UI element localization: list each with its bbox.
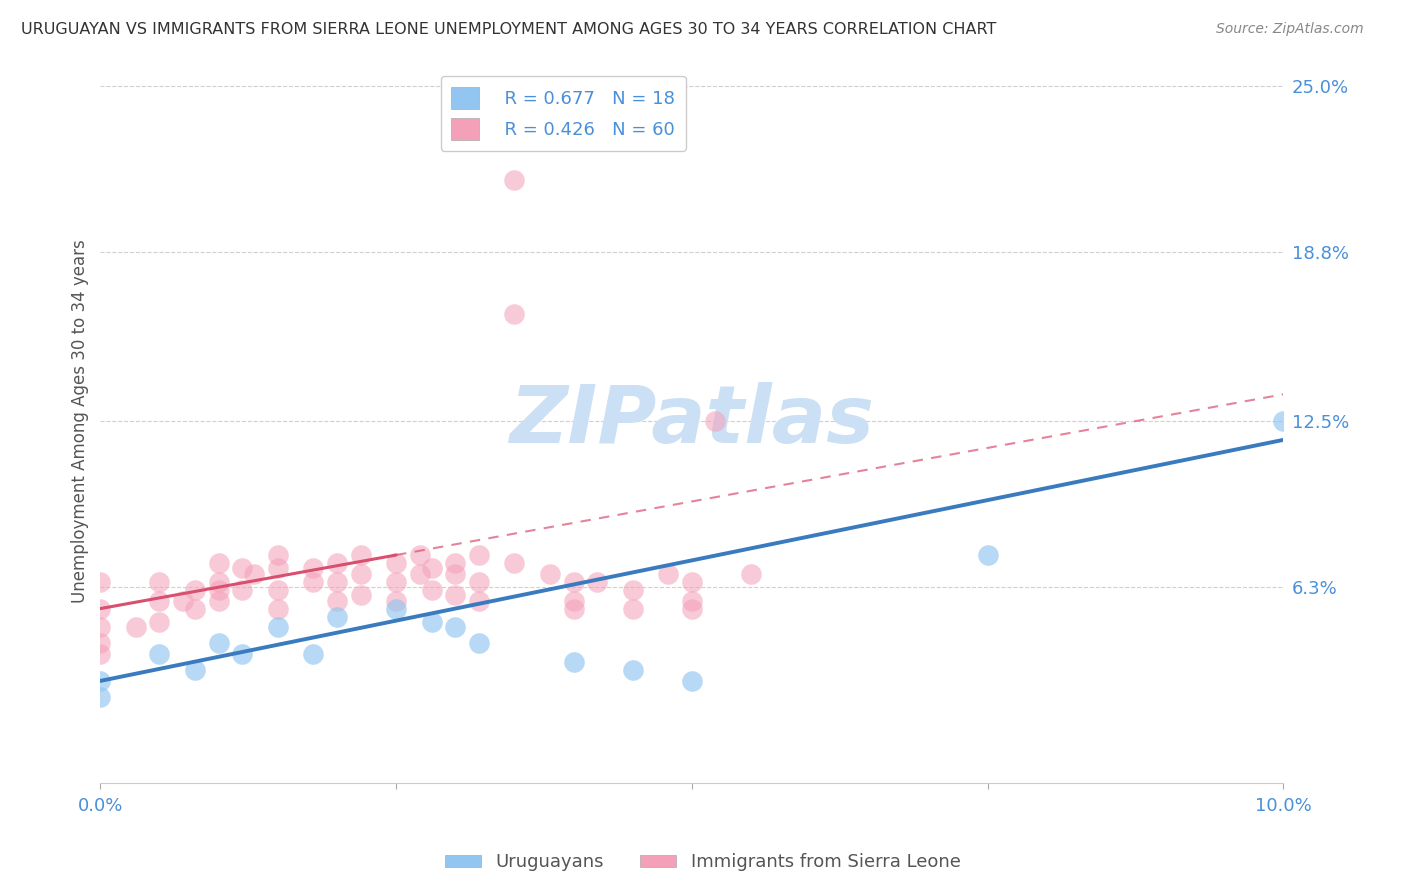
Point (148, 593, 170, 607)
Legend:   R = 0.677   N = 18,   R = 0.426   N = 60: R = 0.677 N = 18, R = 0.426 N = 60 (440, 76, 686, 151)
Point (420, 561, 443, 575)
Point (89, 636, 111, 650)
Point (704, 414, 727, 428)
Point (681, 673, 703, 688)
Point (444, 620, 467, 634)
Point (409, 548, 432, 562)
Point (231, 647, 253, 661)
Y-axis label: Unemployment Among Ages 30 to 34 years: Unemployment Among Ages 30 to 34 years (72, 239, 89, 603)
Point (681, 601, 703, 615)
Text: ZIPatlas: ZIPatlas (509, 382, 875, 460)
Point (420, 615, 443, 629)
Point (349, 548, 371, 562)
Point (420, 582, 443, 597)
Point (267, 620, 290, 634)
Point (184, 582, 207, 597)
Point (326, 593, 349, 607)
Point (586, 574, 609, 589)
Point (208, 574, 231, 589)
Point (562, 655, 585, 669)
Point (349, 566, 371, 581)
Point (468, 593, 491, 607)
Point (302, 647, 325, 661)
Point (89, 647, 111, 661)
Point (1272, 414, 1295, 428)
Text: Source: ZipAtlas.com: Source: ZipAtlas.com (1216, 22, 1364, 37)
Point (503, 173, 526, 187)
Point (267, 548, 290, 562)
Point (208, 636, 231, 650)
Point (385, 574, 408, 589)
Point (681, 593, 703, 607)
Point (385, 601, 408, 615)
Point (657, 566, 679, 581)
Point (89, 601, 111, 615)
Point (409, 566, 432, 581)
Point (267, 582, 290, 597)
Point (172, 593, 194, 607)
Point (444, 556, 467, 570)
Point (208, 556, 231, 570)
Point (184, 663, 207, 677)
Point (503, 307, 526, 321)
Point (562, 601, 585, 615)
Point (468, 548, 491, 562)
Point (243, 566, 266, 581)
Point (326, 556, 349, 570)
Point (125, 620, 148, 634)
Point (267, 601, 290, 615)
Point (444, 566, 467, 581)
Point (349, 588, 371, 602)
Point (89, 690, 111, 704)
Point (231, 561, 253, 575)
Point (326, 574, 349, 589)
Point (231, 582, 253, 597)
Point (89, 574, 111, 589)
Point (740, 566, 762, 581)
Point (302, 574, 325, 589)
Point (385, 556, 408, 570)
Point (621, 663, 644, 677)
Point (468, 636, 491, 650)
Point (148, 574, 170, 589)
Text: URUGUAYAN VS IMMIGRANTS FROM SIERRA LEONE UNEMPLOYMENT AMONG AGES 30 TO 34 YEARS: URUGUAYAN VS IMMIGRANTS FROM SIERRA LEON… (21, 22, 997, 37)
Point (468, 574, 491, 589)
Point (538, 566, 561, 581)
Point (444, 588, 467, 602)
Point (621, 582, 644, 597)
Point (148, 647, 170, 661)
Point (621, 601, 644, 615)
Point (385, 593, 408, 607)
Point (267, 561, 290, 575)
Point (976, 548, 998, 562)
Point (89, 673, 111, 688)
Point (681, 574, 703, 589)
Point (89, 620, 111, 634)
Legend: Uruguayans, Immigrants from Sierra Leone: Uruguayans, Immigrants from Sierra Leone (439, 847, 967, 879)
Point (208, 593, 231, 607)
Point (326, 609, 349, 624)
Point (503, 556, 526, 570)
Point (148, 615, 170, 629)
Point (562, 574, 585, 589)
Point (302, 561, 325, 575)
Point (208, 582, 231, 597)
Point (562, 593, 585, 607)
Point (184, 601, 207, 615)
